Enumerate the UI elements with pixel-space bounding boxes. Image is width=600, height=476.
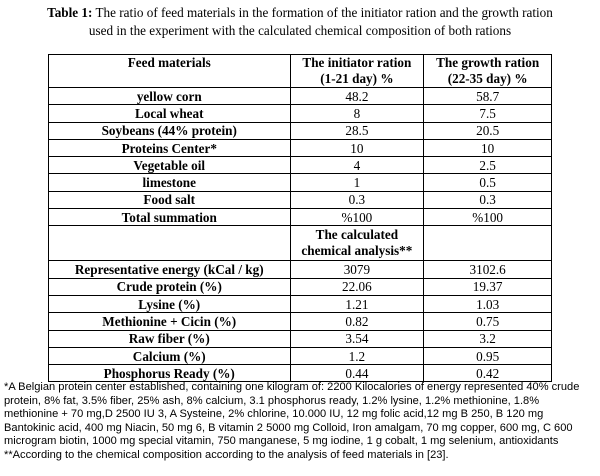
cell-initiator: 1.2 bbox=[289, 346, 425, 366]
cell-initiator: 0.82 bbox=[289, 312, 425, 331]
table-row: Lysine (%) 1.21 1.03 bbox=[48, 294, 552, 314]
cell-growth: 19.37 bbox=[423, 277, 552, 296]
cell-growth: 0.3 bbox=[423, 190, 552, 210]
calculated-analysis-label: The calculated chemical analysis** bbox=[289, 225, 425, 262]
table-row: Food salt 0.3 0.3 bbox=[48, 190, 552, 210]
header-initiator: The initiator ration (1-21 day) % bbox=[289, 54, 425, 88]
cell-name: yellow corn bbox=[48, 86, 291, 106]
cell-initiator: 3079 bbox=[289, 260, 425, 279]
footnotes: *A Belgian protein center established, c… bbox=[4, 381, 596, 463]
table-row: Total summation %100 %100 bbox=[48, 208, 552, 227]
calculated-analysis-row: The calculated chemical analysis** bbox=[48, 225, 552, 262]
table-row: Local wheat 8 7.5 bbox=[48, 104, 552, 123]
header-feed-materials: Feed materials bbox=[48, 54, 291, 88]
cell-initiator: 0.3 bbox=[289, 190, 425, 210]
cell-initiator: %100 bbox=[289, 208, 425, 227]
cell-name: Methionine + Cicin (%) bbox=[48, 312, 291, 331]
cell-name: Soybeans (44% protein) bbox=[48, 121, 291, 140]
table-row: Crude protein (%) 22.06 19.37 bbox=[48, 277, 552, 296]
header-growth: The growth ration (22-35 day) % bbox=[423, 54, 552, 88]
header-row: Feed materials The initiator ration (1-21… bbox=[48, 54, 552, 88]
cell-growth: 2.5 bbox=[423, 156, 552, 175]
cell-growth: 58.7 bbox=[423, 86, 552, 106]
calc-line-1: The calculated bbox=[315, 227, 399, 243]
cell-growth: 3102.6 bbox=[423, 260, 552, 279]
empty-cell bbox=[48, 225, 291, 262]
cell-growth: 0.5 bbox=[423, 173, 552, 192]
cell-name: Calcium (%) bbox=[48, 346, 291, 366]
cell-name: Lysine (%) bbox=[48, 294, 291, 314]
cell-initiator: 28.5 bbox=[289, 121, 425, 140]
feed-ratio-table: Feed materials The initiator ration (1-21… bbox=[48, 54, 552, 383]
header-initiator-line-2: (1-21 day) % bbox=[320, 71, 394, 86]
header-initiator-line-1: The initiator ration bbox=[302, 55, 412, 70]
cell-name: Food salt bbox=[48, 190, 291, 210]
cell-growth: 3.2 bbox=[423, 329, 552, 348]
cell-name: Local wheat bbox=[48, 104, 291, 123]
cell-initiator: 1 bbox=[289, 173, 425, 192]
caption-line-2: used in the experiment with the calculat… bbox=[88, 23, 512, 38]
table-row: Calcium (%) 1.2 0.95 bbox=[48, 346, 552, 366]
table-caption: Table 1: The ratio of feed materials in … bbox=[4, 4, 596, 40]
cell-name: limestone bbox=[48, 173, 291, 192]
table-row: Soybeans (44% protein) 28.5 20.5 bbox=[48, 121, 552, 140]
cell-growth: %100 bbox=[423, 208, 552, 227]
calc-line-2: chemical analysis** bbox=[301, 243, 413, 259]
cell-initiator: 8 bbox=[289, 104, 425, 123]
cell-name: Total summation bbox=[48, 208, 291, 227]
cell-growth: 7.5 bbox=[423, 104, 552, 123]
caption-label: Table 1: bbox=[47, 5, 93, 20]
header-growth-line-1: The growth ration bbox=[436, 55, 540, 70]
cell-growth: 20.5 bbox=[423, 121, 552, 140]
caption-text-1: The ratio of feed materials in the forma… bbox=[92, 5, 553, 20]
table-row: Proteins Center* 10 10 bbox=[48, 138, 552, 158]
cell-initiator: 1.21 bbox=[289, 294, 425, 314]
cell-name: Raw fiber (%) bbox=[48, 329, 291, 348]
table-row: Phosphorus Ready (%) 0.44 0.42 bbox=[48, 364, 552, 383]
cell-initiator: 3.54 bbox=[289, 329, 425, 348]
cell-growth: 0.95 bbox=[423, 346, 552, 366]
cell-name: Crude protein (%) bbox=[48, 277, 291, 296]
table-body: Feed materials The initiator ration (1-21… bbox=[48, 54, 552, 383]
cell-growth: 0.42 bbox=[423, 364, 552, 383]
caption-line-1: Table 1: The ratio of feed materials in … bbox=[4, 4, 596, 22]
cell-initiator: 0.44 bbox=[289, 364, 425, 383]
footnote-chemical-analysis: **According to the chemical composition … bbox=[4, 448, 449, 461]
table-row: Raw fiber (%) 3.54 3.2 bbox=[48, 329, 552, 348]
cell-growth: 10 bbox=[423, 138, 552, 158]
table-row: Representative energy (kCal / kg) 3079 310… bbox=[48, 260, 552, 279]
table-row: Vegetable oil 4 2.5 bbox=[48, 156, 552, 175]
cell-name: Representative energy (kCal / kg) bbox=[48, 260, 291, 279]
cell-initiator: 10 bbox=[289, 138, 425, 158]
table-row: yellow corn 48.2 58.7 bbox=[48, 86, 552, 106]
table-row: Methionine + Cicin (%) 0.82 0.75 bbox=[48, 312, 552, 331]
cell-initiator: 22.06 bbox=[289, 277, 425, 296]
header-growth-line-2: (22-35 day) % bbox=[447, 71, 528, 86]
footnote-protein-center: *A Belgian protein center established, c… bbox=[4, 381, 580, 448]
cell-initiator: 4 bbox=[289, 156, 425, 175]
cell-name: Proteins Center* bbox=[48, 138, 291, 158]
cell-name: Vegetable oil bbox=[48, 156, 291, 175]
empty-cell bbox=[423, 225, 552, 262]
cell-growth: 0.75 bbox=[423, 312, 552, 331]
cell-growth: 1.03 bbox=[423, 294, 552, 314]
cell-name: Phosphorus Ready (%) bbox=[48, 364, 291, 383]
table-row: limestone 1 0.5 bbox=[48, 173, 552, 192]
cell-initiator: 48.2 bbox=[289, 86, 425, 106]
